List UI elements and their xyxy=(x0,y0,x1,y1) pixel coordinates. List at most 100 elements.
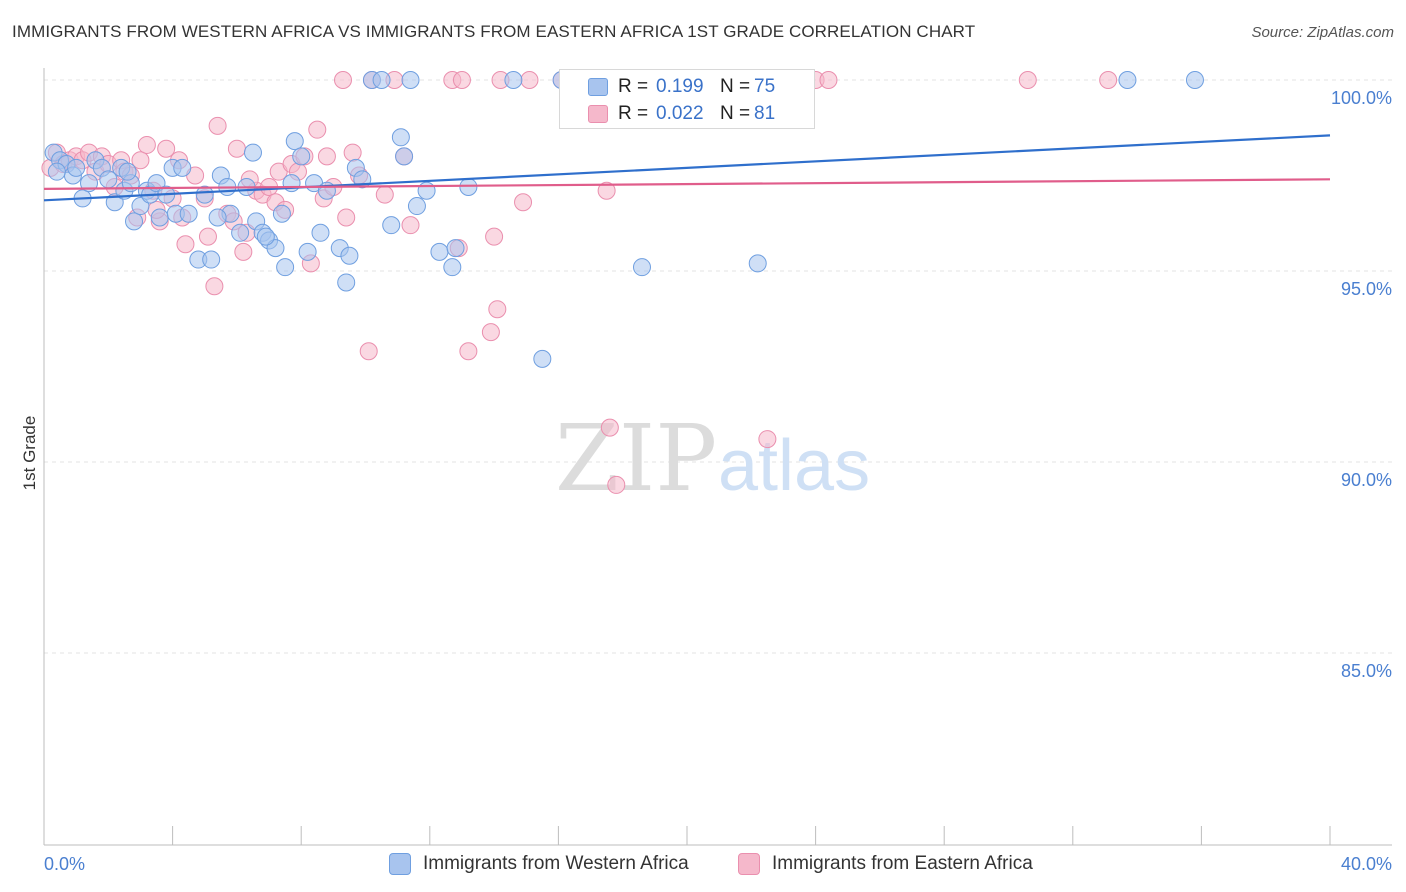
western-africa-point[interactable] xyxy=(202,250,221,269)
legend-swatch-blue xyxy=(389,853,411,875)
western-africa-point[interactable] xyxy=(340,246,359,265)
western-africa-point[interactable] xyxy=(276,258,295,277)
chart-title: IMMIGRANTS FROM WESTERN AFRICA VS IMMIGR… xyxy=(12,22,976,41)
eastern-africa-point[interactable] xyxy=(1018,71,1037,89)
western-africa-point[interactable] xyxy=(748,254,767,273)
legend-n-label: N = xyxy=(720,103,751,124)
western-africa-point[interactable] xyxy=(179,204,198,223)
western-africa-point[interactable] xyxy=(417,181,436,200)
eastern-africa-point[interactable] xyxy=(597,181,616,200)
western-africa-point[interactable] xyxy=(311,223,330,242)
legend-item-eastern-africa[interactable]: Immigrants from Eastern Africa xyxy=(738,852,1033,876)
eastern-africa-point[interactable] xyxy=(520,71,539,89)
legend-r-label: R = xyxy=(618,103,649,124)
western-africa-point[interactable] xyxy=(298,242,317,261)
eastern-africa-point[interactable] xyxy=(607,475,626,494)
eastern-africa-trend-line xyxy=(43,178,1331,190)
western-africa-point[interactable] xyxy=(266,239,285,258)
western-africa-point[interactable] xyxy=(533,349,552,368)
watermark-atlas: atlas xyxy=(718,426,870,506)
stats-legend: R = 0.199 N = 75 R = 0.022 N = 81 xyxy=(559,69,815,129)
western-africa-point[interactable] xyxy=(372,71,391,89)
eastern-africa-point[interactable] xyxy=(819,71,838,89)
western-africa-point[interactable] xyxy=(195,185,214,204)
western-africa-point[interactable] xyxy=(256,227,275,246)
eastern-africa-point[interactable] xyxy=(485,227,504,246)
western-africa-point[interactable] xyxy=(125,212,144,231)
legend-item-western-africa[interactable]: Immigrants from Western Africa xyxy=(389,852,689,876)
legend-label-eastern-africa: Immigrants from Eastern Africa xyxy=(772,853,1033,874)
eastern-africa-point[interactable] xyxy=(488,300,507,319)
western-africa-point[interactable] xyxy=(401,71,420,89)
y-tick-label: 100.0% xyxy=(1331,88,1392,108)
eastern-africa-point[interactable] xyxy=(375,185,394,204)
legend-r-value: 0.022 xyxy=(656,103,704,124)
eastern-africa-point[interactable] xyxy=(1099,71,1118,89)
eastern-africa-point[interactable] xyxy=(343,143,362,162)
eastern-africa-point[interactable] xyxy=(176,235,195,254)
western-africa-point[interactable] xyxy=(208,208,227,227)
eastern-africa-point[interactable] xyxy=(452,71,471,89)
western-africa-point[interactable] xyxy=(1118,71,1137,89)
y-tick-label: 90.0% xyxy=(1341,470,1392,490)
eastern-africa-point[interactable] xyxy=(205,277,224,296)
eastern-africa-point[interactable] xyxy=(401,216,420,235)
eastern-africa-point[interactable] xyxy=(308,120,327,139)
eastern-africa-point[interactable] xyxy=(514,193,533,212)
western-africa-point[interactable] xyxy=(382,216,401,235)
eastern-africa-point[interactable] xyxy=(333,71,352,89)
western-africa-point[interactable] xyxy=(443,258,462,277)
legend-row-eastern: R = 0.022 N = 81 xyxy=(588,102,775,126)
legend-n-value: 81 xyxy=(754,103,776,124)
western-africa-point[interactable] xyxy=(131,197,150,216)
y-axis-tick-labels: 85.0% 90.0% 95.0% 100.0% xyxy=(1331,88,1392,681)
eastern-africa-point[interactable] xyxy=(227,139,246,158)
eastern-africa-point[interactable] xyxy=(157,139,176,158)
source-label: Source: ZipAtlas.com xyxy=(1251,24,1394,41)
western-africa-point[interactable] xyxy=(150,208,169,227)
western-africa-point[interactable] xyxy=(504,71,523,89)
western-africa-point[interactable] xyxy=(407,197,426,216)
western-africa-point[interactable] xyxy=(80,174,99,193)
x-axis-ticks xyxy=(43,826,1331,845)
trend-lines xyxy=(43,134,1331,202)
eastern-africa-point[interactable] xyxy=(600,418,619,437)
axes xyxy=(43,68,1392,846)
legend-n-label: N = xyxy=(720,76,751,97)
legend-swatch-blue xyxy=(588,78,608,96)
western-africa-point[interactable] xyxy=(446,239,465,258)
eastern-africa-point[interactable] xyxy=(208,116,227,135)
western-africa-point[interactable] xyxy=(292,147,311,166)
eastern-africa-point[interactable] xyxy=(137,135,156,154)
eastern-africa-point[interactable] xyxy=(459,342,478,361)
eastern-africa-point[interactable] xyxy=(234,242,253,261)
western-africa-point[interactable] xyxy=(243,143,262,162)
western-africa-point[interactable] xyxy=(231,223,250,242)
watermark: ZIP atlas xyxy=(555,405,870,512)
western-africa-point[interactable] xyxy=(459,177,478,196)
western-africa-point[interactable] xyxy=(118,162,137,181)
legend-swatch-pink xyxy=(738,853,760,875)
western-africa-point[interactable] xyxy=(391,128,410,147)
eastern-africa-point[interactable] xyxy=(317,147,336,166)
western-africa-point[interactable] xyxy=(632,258,651,277)
western-africa-point[interactable] xyxy=(395,147,414,166)
western-africa-point[interactable] xyxy=(430,242,449,261)
western-africa-point[interactable] xyxy=(67,158,86,177)
western-africa-point[interactable] xyxy=(1185,71,1204,89)
eastern-africa-point[interactable] xyxy=(758,430,777,449)
eastern-africa-point[interactable] xyxy=(337,208,356,227)
eastern-africa-point[interactable] xyxy=(481,323,500,342)
eastern-africa-point[interactable] xyxy=(198,227,217,246)
western-africa-point[interactable] xyxy=(285,132,304,151)
western-africa-point[interactable] xyxy=(47,162,66,181)
eastern-africa-point[interactable] xyxy=(131,151,150,170)
western-africa-point[interactable] xyxy=(173,158,192,177)
eastern-africa-point[interactable] xyxy=(359,342,378,361)
legend-label-western-africa: Immigrants from Western Africa xyxy=(423,853,689,874)
legend-r-value: 0.199 xyxy=(656,76,704,97)
legend-n-value: 75 xyxy=(754,76,776,97)
western-africa-point[interactable] xyxy=(337,273,356,292)
western-africa-point[interactable] xyxy=(272,204,291,223)
